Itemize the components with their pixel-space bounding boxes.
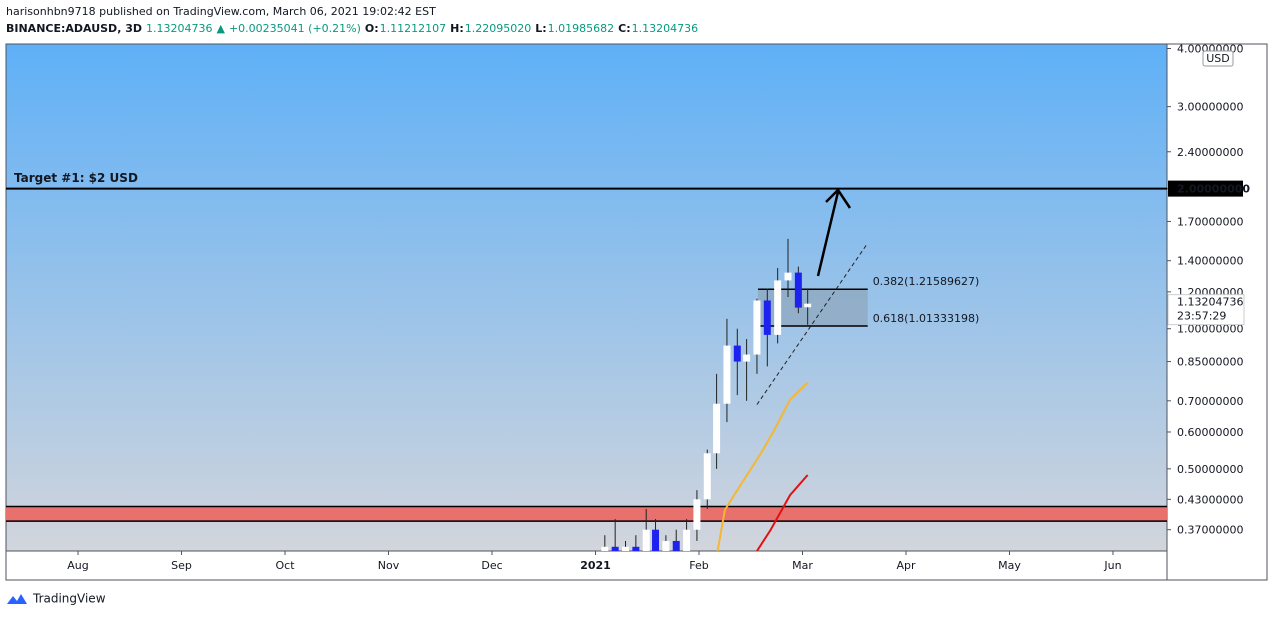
x-tick-label: Aug: [67, 559, 88, 572]
x-tick-label: 2021: [580, 559, 611, 572]
ohlc-value: 1.22095020: [465, 22, 531, 35]
candle-body: [642, 529, 650, 551]
candle-body: [622, 546, 630, 551]
zone: [6, 506, 1167, 522]
time-axis: [6, 551, 1167, 580]
currency: USD: [1206, 52, 1230, 65]
candle-body: [672, 540, 680, 551]
symbol-line: BINANCE:ADAUSD, 3D 1.13204736 ▲ +0.00235041…: [6, 22, 698, 35]
y-tick-label: 3.00000000: [1177, 101, 1243, 114]
candle-body: [753, 300, 761, 355]
x-tick-label: Jun: [1103, 559, 1121, 572]
y-tick-label: 0.85000000: [1177, 356, 1243, 369]
trendline: [756, 244, 868, 405]
ohlc-value: 1.13204736: [632, 22, 698, 35]
candle-body: [703, 453, 711, 500]
x-tick-label: Sep: [171, 559, 192, 572]
candle-body: [774, 280, 782, 335]
y-tick-label: 2.00000000: [1177, 183, 1250, 196]
x-tick-label: May: [998, 559, 1021, 572]
symbol: BINANCE:ADAUSD, 3D: [6, 22, 142, 35]
x-tick-label: Mar: [792, 559, 813, 572]
ohlc-value: 1.11212107: [380, 22, 446, 35]
change: +0.00235041 (+0.21%): [229, 22, 361, 35]
brand: TradingView: [32, 592, 106, 606]
y-tick-label: 0.50000000: [1177, 463, 1243, 476]
moving-average: [756, 474, 809, 551]
candle-body: [804, 303, 812, 308]
x-tick-label: Nov: [378, 559, 400, 572]
y-tick-label: 0.70000000: [1177, 395, 1243, 408]
change-arrow: ▲: [216, 22, 225, 35]
countdown: 23:57:29: [1177, 310, 1226, 323]
candle-body: [601, 546, 609, 551]
logo-mark: [7, 594, 27, 604]
candle-body: [652, 529, 660, 551]
frame: [5, 43, 1268, 581]
ohlc-key: O:: [365, 22, 379, 35]
target-label: Target #1: $2 USD: [14, 171, 138, 185]
candle-body: [611, 546, 619, 551]
y-tick-label: 1.40000000: [1177, 255, 1243, 268]
candle-body: [713, 403, 721, 454]
candle-body: [784, 272, 792, 281]
fib-label: 0.618(1.01333198): [873, 312, 980, 325]
candle-body: [794, 272, 802, 308]
y-tick-label: 0.37000000: [1177, 524, 1243, 537]
fib-label: 0.382(1.21589627): [873, 275, 980, 288]
last-price-tag: [1167, 294, 1245, 326]
ohlc-key: H:: [450, 22, 464, 35]
candle-body: [662, 540, 670, 551]
ohlc-key: C:: [618, 22, 630, 35]
logo: [7, 594, 27, 604]
x-tick-label: Apr: [896, 559, 916, 572]
y-tick-label: 0.43000000: [1177, 493, 1243, 506]
x-tick-label: Dec: [481, 559, 502, 572]
last-price: 1.13204736: [1177, 296, 1243, 309]
x-tick-label: Feb: [689, 559, 708, 572]
currency-badge: [1202, 50, 1234, 67]
x-tick-label: Oct: [276, 559, 296, 572]
ohlc-key: L:: [535, 22, 546, 35]
candle-body: [763, 300, 771, 335]
candle-body: [683, 529, 691, 551]
candle-body: [723, 345, 731, 404]
moving-average: [716, 381, 809, 551]
y-tick-label: 1.00000000: [1177, 323, 1243, 336]
y-tick-label: 0.60000000: [1177, 426, 1243, 439]
plot-background: [6, 44, 1167, 551]
ohlc-value: 1.01985682: [548, 22, 614, 35]
last-price: 1.13204736: [146, 22, 212, 35]
plot: [6, 187, 1167, 551]
y-tick-highlight: [1168, 180, 1243, 197]
candle-body: [632, 546, 640, 551]
arrow: [816, 188, 852, 277]
candle-body: [743, 354, 751, 362]
candle-body: [693, 499, 701, 530]
candle-body: [733, 345, 741, 362]
publisher: harisonhbn9718 published on TradingView.…: [6, 5, 436, 18]
y-tick-label: 1.70000000: [1177, 215, 1243, 228]
y-tick-label: 2.40000000: [1177, 146, 1243, 159]
